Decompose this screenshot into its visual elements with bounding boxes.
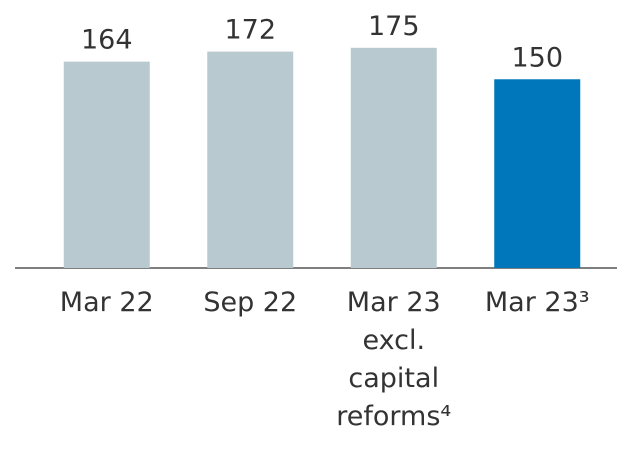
value-label: 175	[368, 11, 420, 42]
value-label: 164	[81, 25, 133, 56]
x-tick-label: Sep 22	[203, 287, 298, 318]
bar	[494, 79, 581, 268]
value-label: 172	[224, 15, 276, 46]
x-tick-label: Mar 22	[59, 287, 154, 318]
x-tick-label: Mar 23 excl. capital reforms⁴	[336, 287, 452, 432]
bar	[63, 61, 150, 268]
bar	[350, 47, 437, 268]
x-tick-label: Mar 23³	[484, 287, 590, 318]
value-label: 150	[511, 42, 563, 73]
bar	[207, 51, 294, 268]
